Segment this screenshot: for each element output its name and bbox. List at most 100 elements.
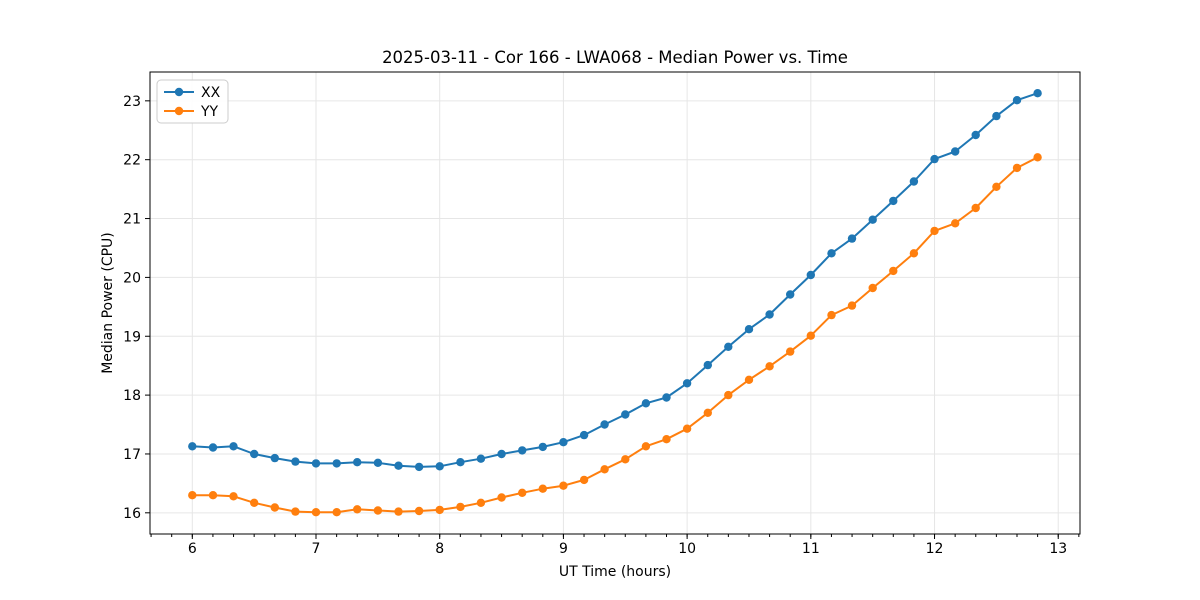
data-point-yy [847, 301, 857, 310]
data-point-yy [682, 424, 692, 433]
data-point-xx [724, 342, 733, 351]
data-point-xx [497, 449, 506, 459]
data-point-yy [476, 498, 486, 507]
data-point-xx [971, 130, 980, 140]
y-tick-label: 23 [123, 94, 141, 110]
data-point-yy [1012, 163, 1022, 173]
data-point-xx [373, 458, 383, 467]
data-point-xx [208, 443, 218, 452]
data-point-yy [662, 435, 671, 444]
x-axis-label: UT Time (hours) [559, 564, 671, 580]
data-point-yy [414, 506, 424, 516]
x-tick-label: 12 [926, 541, 944, 557]
data-point-xx [827, 249, 836, 258]
data-point-yy [188, 491, 197, 500]
data-point-xx [414, 462, 424, 472]
data-point-yy [909, 249, 919, 258]
data-point-xx [806, 270, 815, 280]
series-line-xx [192, 92, 1038, 468]
data-point-xx [559, 438, 568, 447]
legend-marker [174, 87, 184, 97]
x-tick-label: 7 [312, 541, 321, 557]
data-point-yy [270, 503, 279, 512]
data-point-xx [435, 462, 444, 471]
data-point-xx [291, 457, 300, 466]
series-line-yy [192, 156, 1039, 514]
grid-lines [150, 72, 1080, 534]
x-tick-label: 13 [1049, 541, 1067, 557]
data-point-xx [641, 399, 651, 408]
legend-label: YY [200, 104, 219, 120]
data-point-yy [621, 455, 630, 464]
data-point-xx [889, 196, 898, 206]
y-tick-label: 20 [123, 270, 141, 286]
data-point-yy [951, 219, 960, 228]
data-point-xx [682, 379, 692, 388]
data-series [188, 89, 1042, 517]
data-point-yy [868, 283, 877, 293]
data-point-xx [744, 325, 754, 334]
data-point-xx [456, 458, 465, 467]
data-point-xx [1012, 96, 1022, 105]
data-point-xx [765, 310, 774, 319]
data-point-xx [311, 459, 321, 468]
data-point-yy [744, 375, 754, 384]
data-point-xx [930, 154, 939, 164]
legend-label: XX [201, 85, 221, 101]
data-point-xx [621, 410, 630, 419]
legend: XX YY [156, 79, 229, 124]
data-point-yy [724, 390, 733, 400]
data-point-yy [703, 408, 712, 417]
data-point-yy [579, 475, 589, 485]
data-point-yy [311, 508, 321, 517]
data-point-xx [353, 458, 362, 467]
data-point-yy [394, 507, 403, 516]
data-point-yy [641, 442, 651, 451]
data-point-yy [1033, 153, 1042, 162]
data-point-yy [250, 498, 259, 507]
axis-ticks: 6 7 8 9 10 11 12 13 16 17 18 19 20 21 22 23 [123, 94, 1080, 557]
data-point-yy [930, 226, 939, 236]
data-point-yy [971, 203, 980, 213]
x-tick-label: 9 [559, 541, 568, 557]
legend-marker [174, 106, 184, 116]
x-tick-label: 11 [802, 541, 820, 557]
data-point-yy [208, 491, 218, 500]
y-axis-label: Median Power (CPU) [100, 232, 116, 374]
data-point-xx [476, 454, 486, 463]
data-point-xx [909, 177, 919, 186]
data-point-yy [786, 347, 795, 356]
data-point-xx [992, 111, 1001, 121]
data-point-yy [992, 182, 1001, 191]
data-point-yy [806, 331, 815, 340]
data-point-xx [332, 459, 341, 468]
data-point-xx [270, 453, 279, 463]
data-point-yy [518, 488, 527, 497]
data-point-xx [1033, 89, 1042, 98]
data-point-xx [703, 360, 712, 370]
data-point-yy [600, 465, 609, 474]
data-point-yy [291, 507, 300, 516]
data-point-yy [353, 505, 362, 514]
x-tick-label: 8 [435, 541, 444, 557]
data-point-xx [579, 430, 589, 440]
data-point-xx [868, 215, 877, 224]
data-point-xx [600, 420, 609, 429]
y-tick-label: 18 [123, 388, 141, 404]
data-point-xx [538, 442, 547, 452]
y-tick-label: 19 [123, 329, 141, 345]
data-point-yy [765, 362, 774, 371]
data-point-yy [827, 310, 836, 320]
data-point-xx [229, 442, 238, 451]
data-point-xx [518, 446, 527, 455]
data-point-yy [559, 481, 568, 490]
data-point-xx [188, 442, 197, 451]
data-point-yy [456, 502, 465, 512]
data-point-xx [394, 461, 403, 470]
data-point-yy [435, 505, 444, 515]
data-point-xx [786, 290, 795, 299]
data-point-yy [229, 492, 238, 501]
data-point-xx [250, 449, 259, 459]
x-tick-label: 10 [678, 541, 696, 557]
